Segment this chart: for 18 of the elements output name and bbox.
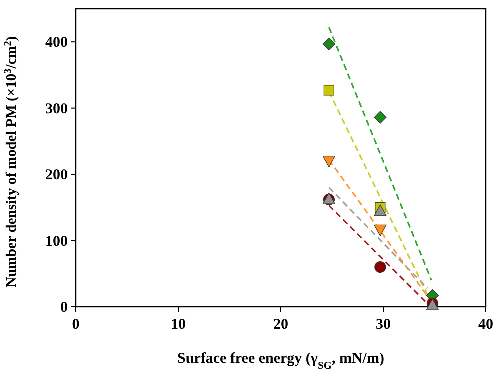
point [322, 156, 336, 168]
y-tick-label: 0 [60, 300, 68, 316]
point [322, 38, 336, 50]
point [374, 224, 387, 236]
y-tick-label: 300 [46, 101, 68, 118]
y-tick-label: 200 [46, 168, 68, 184]
point [374, 204, 387, 216]
x-tick-label: 20 [274, 317, 288, 333]
x-tick-label: 40 [478, 317, 494, 333]
x-tick-label: 0 [72, 317, 80, 333]
point [374, 111, 387, 124]
x-tick-label: 30 [376, 317, 391, 333]
y-tick-label: 400 [46, 35, 68, 52]
x-axis-title: Surface free energy (γ$_{SG}$, mN/m) [178, 351, 384, 372]
y-tick-label: 100 [46, 234, 68, 250]
point [324, 85, 334, 96]
point [374, 261, 386, 274]
x-tick-label: 10 [171, 317, 186, 333]
